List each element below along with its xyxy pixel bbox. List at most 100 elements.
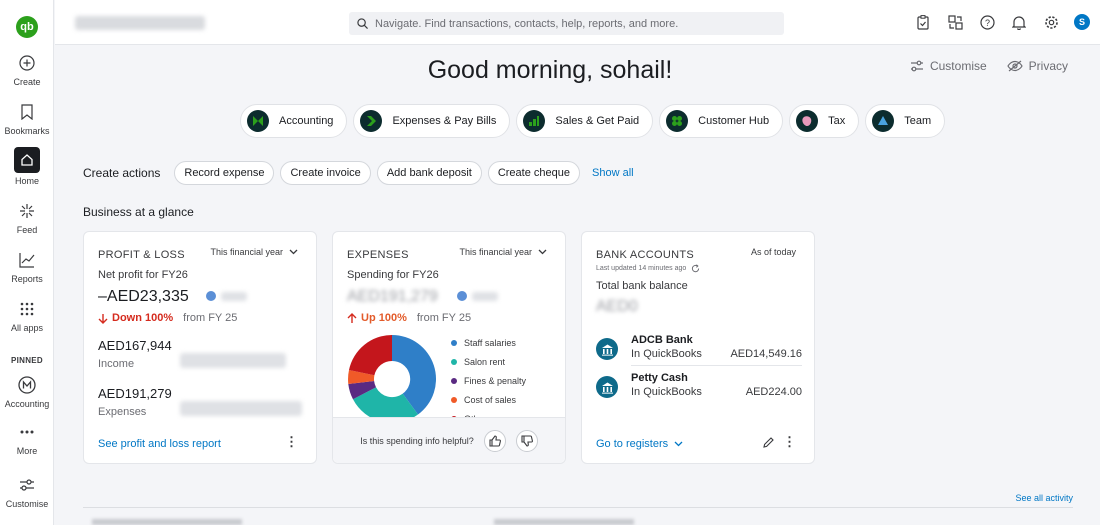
go-to-registers-label: Go to registers: [596, 438, 669, 450]
privacy-label: Privacy: [1028, 59, 1068, 73]
thumbs-down-icon: [521, 434, 533, 447]
card-menu-icon[interactable]: ⋮: [285, 434, 298, 449]
rail-item-feed[interactable]: Feed: [0, 200, 54, 235]
show-all-link[interactable]: Show all: [592, 167, 634, 179]
top-bar: Navigate. Find transactions, contacts, h…: [55, 0, 1100, 45]
hub-customer-hub[interactable]: Customer Hub: [659, 104, 784, 138]
task-icon[interactable]: [914, 13, 932, 31]
total-balance-redacted: AED0: [596, 298, 638, 315]
rail-item-create[interactable]: Create: [0, 52, 54, 87]
rail-item-reports[interactable]: Reports: [0, 249, 54, 284]
card-menu-icon[interactable]: ⋮: [783, 434, 796, 449]
help-icon[interactable]: ?: [978, 13, 996, 31]
rail-item-customise[interactable]: Customise: [0, 474, 54, 509]
see-all-activity-link[interactable]: See all activity: [1015, 493, 1073, 503]
bank-name: ADCB Bank: [631, 334, 693, 346]
row-divider: [631, 365, 802, 366]
rail-label: Create: [13, 77, 41, 87]
hub-tax[interactable]: Tax: [789, 104, 860, 138]
hub-shortcuts: Accounting Expenses & Pay Bills Sales & …: [240, 104, 946, 138]
sliders-icon: [20, 479, 34, 491]
legend-label: Staff salaries: [464, 337, 516, 348]
greeting-heading: Good morning, sohail!: [427, 56, 673, 84]
hub-expenses-pay-bills[interactable]: Expenses & Pay Bills: [353, 104, 511, 138]
create-invoice-button[interactable]: Create invoice: [280, 161, 371, 185]
plus-circle-icon: [19, 55, 35, 71]
bank-account-row[interactable]: Petty Cash In QuickBooks AED224.00: [596, 372, 802, 410]
rail-item-home[interactable]: Home: [0, 147, 54, 186]
card-subtitle: Net profit for FY26: [98, 269, 188, 281]
privacy-link[interactable]: Privacy: [1006, 59, 1068, 73]
search-input[interactable]: Navigate. Find transactions, contacts, h…: [349, 12, 784, 35]
apps-switch-icon[interactable]: [946, 13, 964, 31]
create-cheque-button[interactable]: Create cheque: [487, 161, 580, 185]
income-label: Income: [98, 358, 135, 370]
eye-off-icon: [1006, 60, 1023, 72]
rail-item-all-apps[interactable]: All apps: [0, 298, 54, 333]
rail-item-more[interactable]: More: [0, 421, 54, 456]
create-actions-row: Create actions Record expense Create inv…: [83, 161, 634, 185]
expenses-label: Expenses: [98, 406, 147, 418]
bank-account-row[interactable]: ADCB Bank In QuickBooks AED14,549.16: [596, 334, 802, 372]
bank-amount: AED224.00: [745, 386, 802, 398]
thumbs-up-button[interactable]: [483, 429, 506, 452]
expenses-total-redacted: AED191,279: [347, 288, 438, 305]
hub-label: Tax: [828, 115, 846, 127]
rail-label: More: [16, 446, 38, 456]
bank-icon: [601, 344, 613, 356]
percent-chip-redacted: [206, 291, 247, 301]
bell-icon[interactable]: [1010, 13, 1028, 31]
team-hub-icon: [878, 116, 889, 125]
hub-team[interactable]: Team: [865, 104, 946, 138]
change-from: from FY 25: [183, 312, 238, 324]
legend-label: Fines & penalty: [464, 375, 527, 386]
thumbs-down-button[interactable]: [515, 429, 538, 452]
rail-item-bookmarks[interactable]: Bookmarks: [0, 101, 54, 136]
change-amount: Down 100%: [112, 312, 174, 324]
line-chart-icon: [19, 253, 35, 268]
accounting-hub-icon: [253, 116, 263, 126]
bookmark-icon: [21, 104, 33, 120]
left-navigation-rail: qb Create Bookmarks Home Feed Reports Al…: [0, 0, 54, 525]
legend-item[interactable]: Salon rent: [451, 352, 526, 371]
donut-slice-cost-of-sales: [348, 370, 375, 384]
record-expense-button[interactable]: Record expense: [174, 161, 275, 185]
period-dropdown[interactable]: This financial year: [210, 247, 298, 257]
hub-label: Customer Hub: [698, 115, 770, 127]
profit-loss-report-link[interactable]: See profit and loss report: [98, 438, 221, 450]
gear-icon[interactable]: [1042, 13, 1060, 31]
svg-text:?: ?: [984, 18, 989, 28]
accounting-icon: [18, 376, 36, 394]
hub-label: Sales & Get Paid: [555, 115, 640, 127]
percent-chip-redacted: [457, 291, 498, 301]
avatar[interactable]: S: [1074, 14, 1090, 30]
more-dots-icon: [20, 430, 34, 434]
legend-label: Cost of sales: [464, 394, 517, 405]
legend-item[interactable]: Staff salaries: [451, 333, 526, 352]
bank-name: Petty Cash: [631, 372, 688, 384]
pencil-icon[interactable]: [763, 437, 774, 448]
feedback-question: Is this spending info helpful?: [360, 435, 474, 446]
add-bank-deposit-button[interactable]: Add bank deposit: [376, 161, 482, 185]
period-label: This financial year: [210, 247, 283, 257]
footer-divider: [83, 507, 1073, 508]
card-title: EXPENSES: [347, 249, 409, 261]
legend-item[interactable]: Fines & penalty: [451, 371, 526, 390]
period-dropdown[interactable]: This financial year: [459, 247, 547, 257]
rail-label: Reports: [11, 274, 43, 284]
legend-item[interactable]: Cost of sales: [451, 390, 526, 409]
customise-link[interactable]: Customise: [910, 59, 987, 73]
refresh-icon[interactable]: [691, 264, 700, 273]
bank-amount: AED14,549.16: [730, 348, 802, 360]
quickbooks-logo[interactable]: qb: [16, 16, 38, 38]
chevron-down-icon: [538, 249, 547, 255]
bank-accounts-card: BANK ACCOUNTS As of today Last updated 1…: [581, 231, 815, 464]
go-to-registers-link[interactable]: Go to registers: [596, 438, 683, 450]
donut-slice-staff-salaries: [392, 335, 437, 415]
page-links: Customise Privacy: [910, 59, 1068, 73]
create-actions-title: Create actions: [83, 166, 161, 180]
thumbs-up-icon: [489, 434, 501, 447]
rail-item-accounting[interactable]: Accounting: [0, 374, 54, 409]
hub-sales-get-paid[interactable]: Sales & Get Paid: [516, 104, 654, 138]
hub-accounting[interactable]: Accounting: [240, 104, 348, 138]
